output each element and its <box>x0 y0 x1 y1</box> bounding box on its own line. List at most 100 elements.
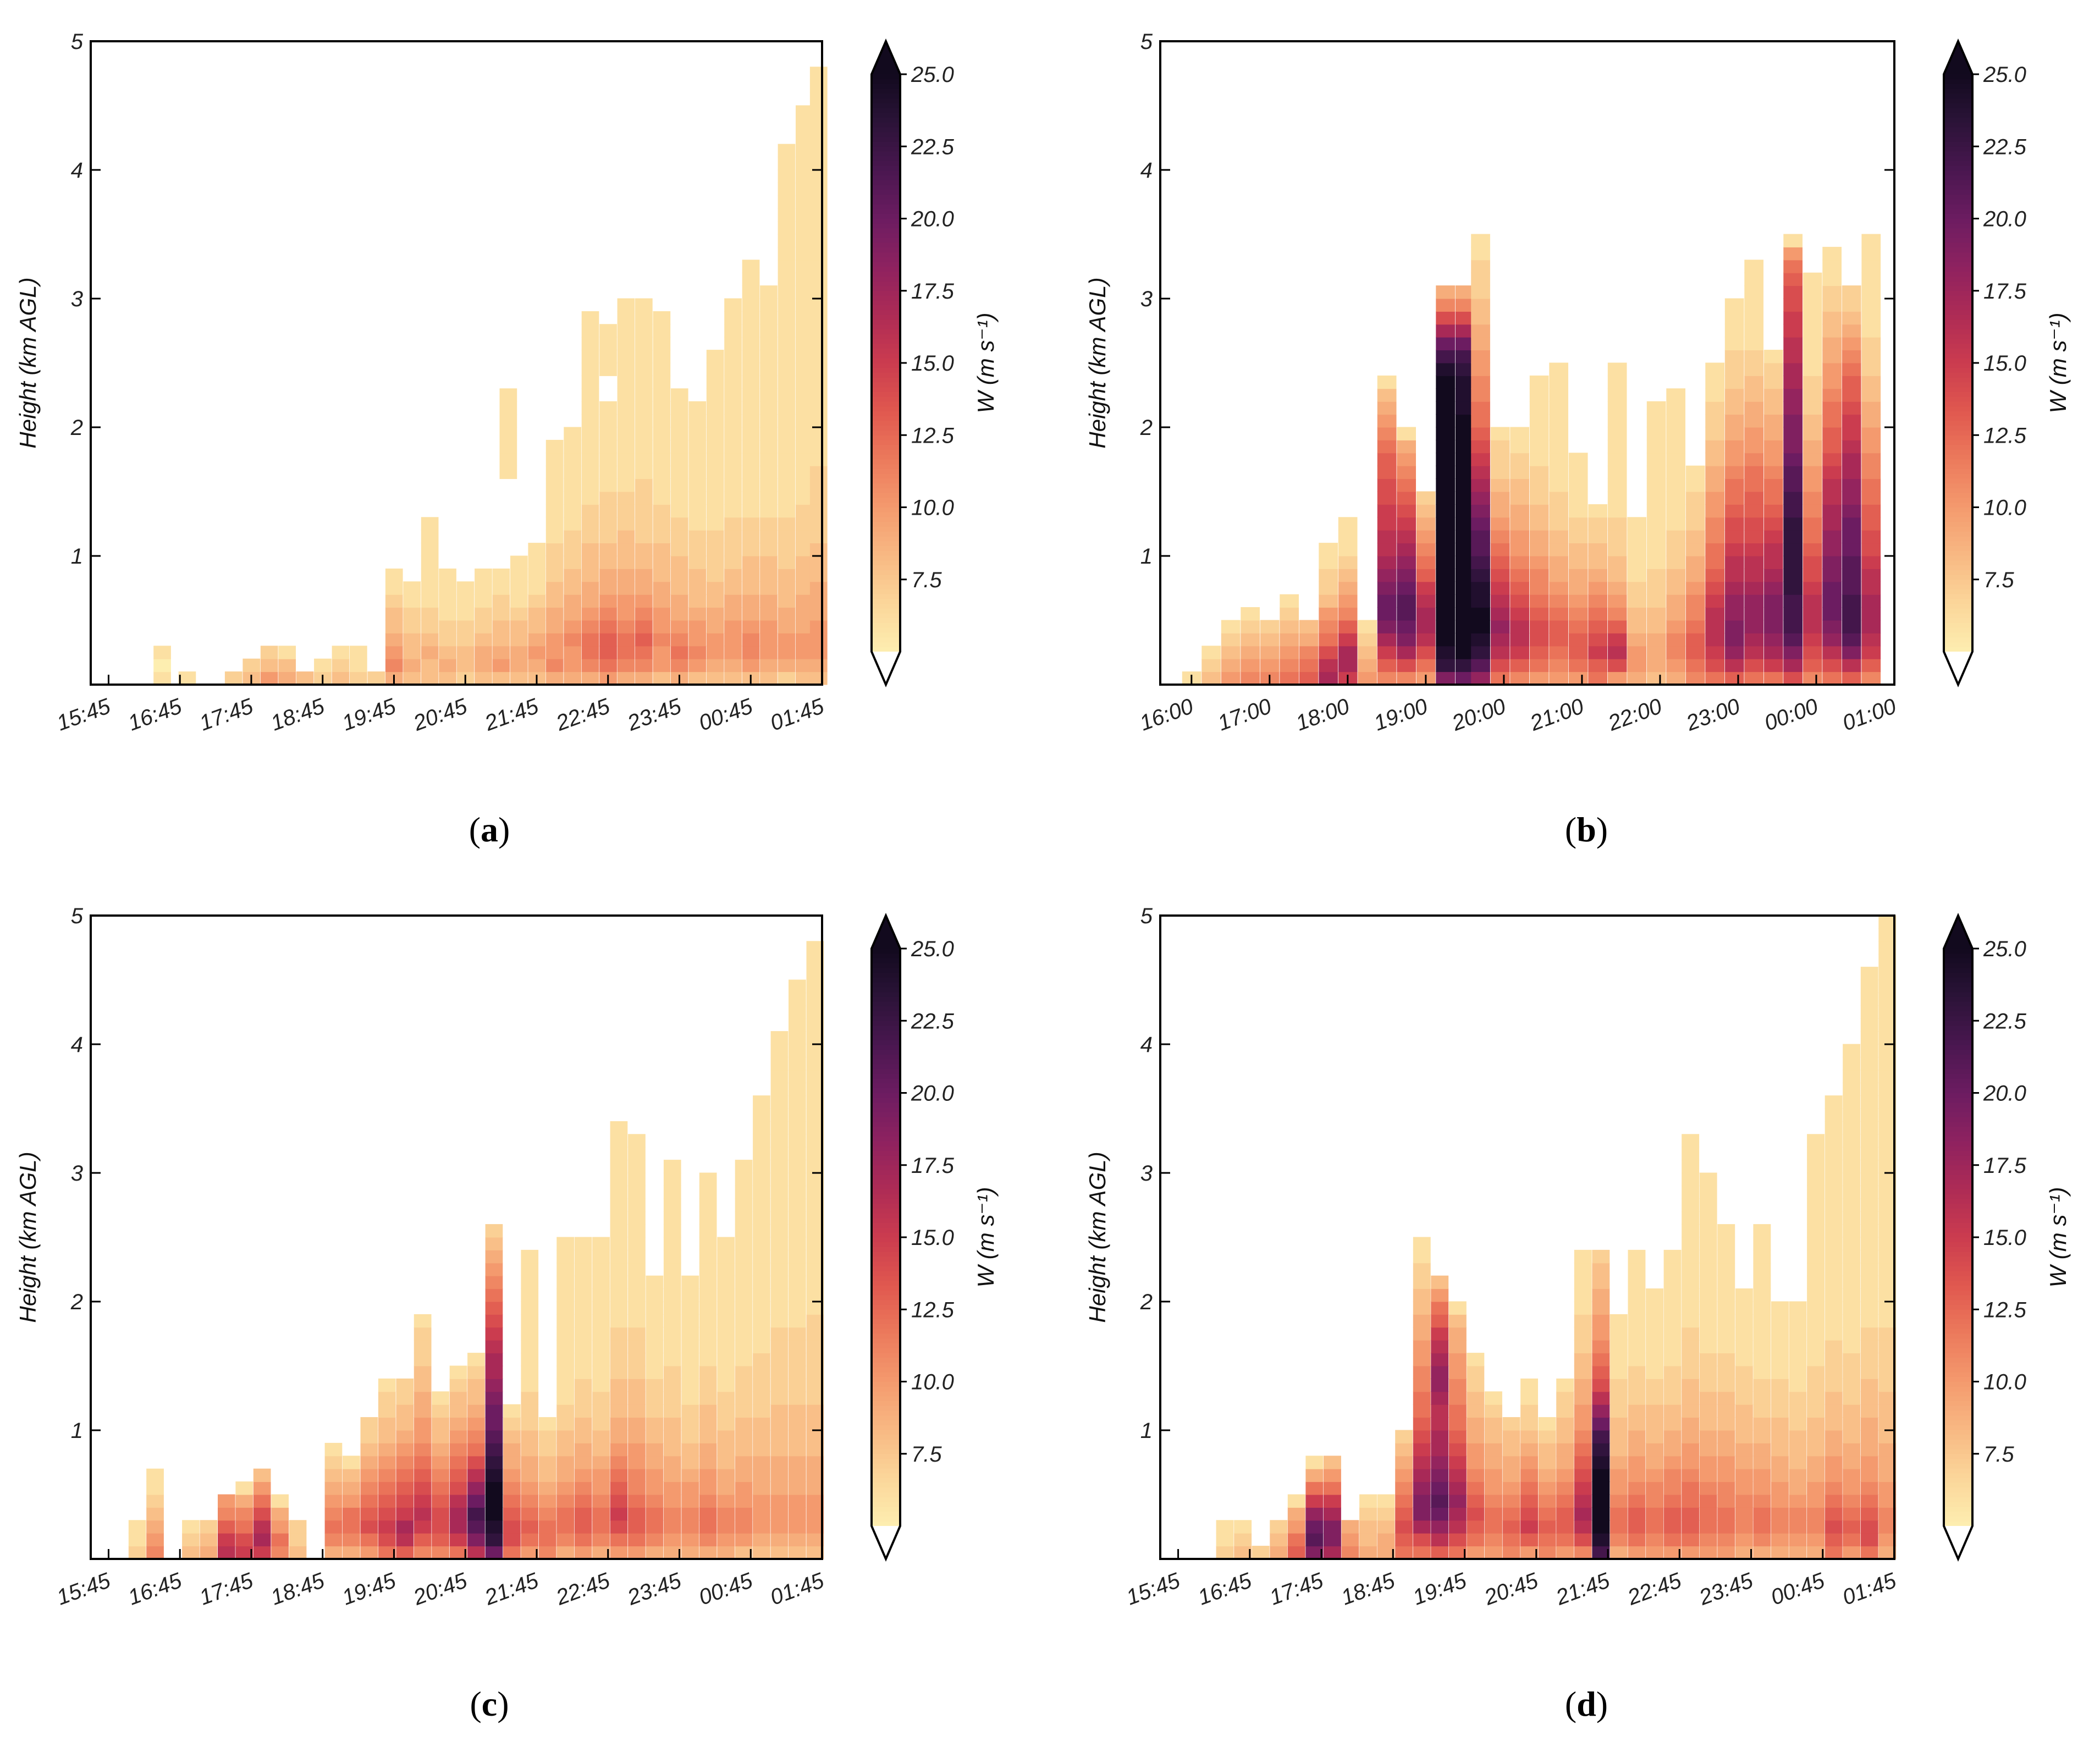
heatmap-cell <box>1663 1430 1682 1443</box>
heatmap-cell <box>1574 1275 1592 1289</box>
heatmap-cell <box>1646 581 1666 595</box>
heatmap-cell <box>314 658 332 673</box>
heatmap-cell <box>1705 491 1724 505</box>
heatmap-cell <box>1568 632 1588 647</box>
heatmap-cell <box>699 1546 717 1559</box>
heatmap-cell <box>778 388 796 402</box>
heatmap-cell <box>467 1353 485 1366</box>
heatmap-cell <box>753 1494 770 1508</box>
heatmap-cell <box>1431 1520 1449 1534</box>
heatmap-cell <box>1574 1288 1592 1302</box>
heatmap-cell <box>1319 671 1338 685</box>
heatmap-cell <box>688 607 707 621</box>
heatmap-cell <box>635 620 653 633</box>
heatmap-cell <box>1448 1353 1467 1366</box>
heatmap-cell <box>599 337 617 351</box>
heatmap-cell <box>599 607 617 621</box>
heatmap-cell <box>1490 646 1510 659</box>
heatmap-cell <box>1682 1533 1700 1547</box>
colorbar-segment <box>872 1020 900 1026</box>
colorbar-tick-label: 25.0 <box>911 63 954 87</box>
heatmap-cell <box>1822 517 1842 531</box>
heatmap-cell <box>1338 543 1358 556</box>
colorbar-segment <box>1944 1328 1972 1334</box>
heatmap-cell <box>1699 1301 1717 1315</box>
heatmap-cell <box>735 1301 753 1315</box>
heatmap-cell <box>1699 1391 1717 1405</box>
colorbar-segment <box>872 948 900 954</box>
heatmap-cell <box>1416 594 1436 608</box>
heatmap-cell <box>1467 1417 1485 1431</box>
heatmap-cell <box>1436 427 1455 440</box>
heatmap-cell <box>1843 1185 1861 1199</box>
heatmap-cell <box>378 1533 396 1547</box>
heatmap-cell <box>1319 594 1338 608</box>
heatmap-cell <box>1803 311 1822 325</box>
heatmap-cell <box>1431 1404 1449 1418</box>
heatmap-cell <box>439 671 456 685</box>
heatmap-cell <box>545 581 564 595</box>
heatmap-cell <box>1842 671 1861 685</box>
heatmap-cell <box>1549 427 1568 440</box>
colorbar-segment <box>872 1237 900 1243</box>
colorbar-segment <box>872 439 900 445</box>
heatmap-cell <box>653 530 671 544</box>
heatmap-cell <box>1270 1520 1288 1534</box>
heatmap-cell <box>1607 465 1627 480</box>
heatmap-cell <box>1663 1404 1682 1418</box>
heatmap-cell <box>1735 1456 1753 1469</box>
heatmap-cell <box>289 1546 307 1559</box>
heatmap-cell <box>778 350 796 363</box>
panel-a-letter: a <box>481 810 498 849</box>
colorbar-segment <box>872 367 900 373</box>
heatmap-cell <box>1783 620 1803 633</box>
heatmap-cell <box>1574 1365 1592 1379</box>
heatmap-cell <box>1783 530 1803 544</box>
heatmap-cell <box>706 453 724 466</box>
heatmap-cell <box>688 439 707 454</box>
heatmap-cell <box>1324 1494 1341 1508</box>
heatmap-cell <box>610 1185 628 1199</box>
heatmap-cell <box>753 1249 770 1264</box>
colorbar-segment <box>872 1126 900 1132</box>
heatmap-cell <box>699 1288 717 1302</box>
heatmap-cell <box>1735 1391 1753 1405</box>
heatmap-cell <box>1717 1456 1735 1469</box>
heatmap-cell <box>628 1275 646 1289</box>
heatmap-cell <box>809 620 828 633</box>
heatmap-cell <box>599 350 617 363</box>
heatmap-cell <box>724 324 742 338</box>
heatmap-cell <box>1395 1442 1413 1457</box>
heatmap-cell <box>1724 388 1744 402</box>
colorbar-segment <box>872 565 900 570</box>
heatmap-cell <box>617 401 635 415</box>
heatmap-cell <box>1221 671 1241 685</box>
heatmap-cell <box>1436 285 1455 299</box>
heatmap-cell <box>1724 517 1744 531</box>
heatmap-cell <box>592 1288 610 1302</box>
heatmap-cell <box>1753 1507 1771 1521</box>
heatmap-cell <box>806 1520 824 1534</box>
heatmap-cell <box>1413 1442 1431 1457</box>
colorbar-segment <box>1944 1136 1972 1142</box>
heatmap-cell <box>1763 439 1783 454</box>
colorbar-tick-label: 7.5 <box>1983 1442 2014 1467</box>
heatmap-cell <box>806 1044 824 1057</box>
heatmap-cell <box>753 1275 770 1289</box>
heatmap-cell <box>1685 555 1705 569</box>
heatmap-cell <box>610 1121 628 1135</box>
heatmap-cell <box>1510 504 1529 518</box>
colorbar-segment <box>872 415 900 421</box>
colorbar-segment <box>872 1102 900 1108</box>
heatmap-cell <box>1682 1365 1700 1379</box>
heatmap-cell <box>1520 1404 1538 1418</box>
heatmap-cell <box>556 1327 574 1341</box>
heatmap-cell <box>760 555 778 569</box>
colorbar-segment <box>1944 377 1972 383</box>
heatmap-cell <box>235 1520 253 1534</box>
colorbar-segment <box>872 310 900 315</box>
colorbar-segment <box>1944 987 1972 993</box>
heatmap-cell <box>1860 1005 1878 1019</box>
heatmap-cell <box>528 620 546 633</box>
colorbar-tick-label: 15.0 <box>911 351 954 376</box>
